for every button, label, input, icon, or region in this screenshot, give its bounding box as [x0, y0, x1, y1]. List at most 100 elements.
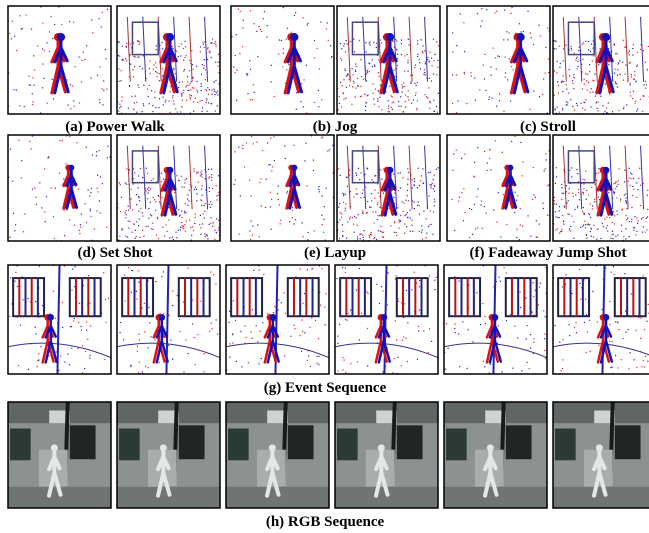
noise-dot: [545, 316, 546, 317]
noise-dot: [460, 13, 461, 14]
noise-dot: [342, 231, 343, 232]
noise-dot: [454, 328, 455, 329]
noise-dot: [147, 367, 148, 368]
noise-dot: [247, 74, 248, 75]
noise-dot: [342, 267, 343, 268]
noise-dot: [193, 101, 194, 102]
noise-dot: [230, 343, 231, 344]
noise-dot: [566, 84, 567, 85]
noise-dot: [506, 224, 507, 225]
noise-dot: [369, 206, 370, 207]
noise-dot: [270, 192, 271, 193]
noise-dot: [341, 48, 342, 49]
noise-dot: [189, 83, 190, 84]
noise-dot: [555, 41, 556, 42]
noise-dot: [236, 70, 237, 71]
event-frame: [8, 135, 112, 241]
noise-dot: [563, 75, 564, 76]
noise-dot: [183, 71, 184, 72]
noise-dot: [620, 200, 621, 201]
noise-dot: [422, 45, 423, 46]
noise-dot: [172, 359, 173, 360]
noise-dot: [122, 59, 123, 60]
noise-dot: [464, 154, 465, 155]
noise-dot: [127, 237, 128, 238]
noise-dot: [218, 194, 219, 195]
noise-dot: [55, 351, 56, 352]
noise-dot: [510, 101, 511, 102]
noise-dot: [361, 76, 362, 77]
noise-dot: [577, 206, 578, 207]
noise-dot: [614, 193, 615, 194]
noise-dot: [136, 102, 137, 103]
noise-dot: [413, 272, 414, 273]
noise-dot: [406, 200, 407, 201]
noise-dot: [554, 197, 555, 198]
event-frame: [447, 6, 551, 114]
noise-dot: [576, 103, 577, 104]
noise-dot: [556, 204, 557, 205]
noise-dot: [615, 321, 616, 322]
noise-dot: [28, 369, 29, 370]
noise-dot: [574, 77, 575, 78]
noise-dot: [606, 108, 607, 109]
caption: (h) RGB Sequence: [266, 514, 385, 530]
noise-dot: [350, 216, 351, 217]
noise-dot: [409, 44, 410, 45]
noise-dot: [67, 354, 68, 355]
noise-dot: [605, 84, 606, 85]
noise-dot: [359, 268, 360, 269]
noise-dot: [367, 168, 368, 169]
noise-dot: [558, 92, 559, 93]
noise-dot: [349, 218, 350, 219]
noise-dot: [170, 339, 171, 340]
noise-dot: [340, 175, 341, 176]
noise-dot: [188, 200, 189, 201]
noise-dot: [459, 366, 460, 367]
noise-dot: [562, 368, 563, 369]
noise-dot: [371, 193, 372, 194]
noise-dot: [173, 103, 174, 104]
noise-dot: [414, 181, 415, 182]
noise-dot: [203, 205, 204, 206]
noise-dot: [280, 223, 281, 224]
noise-dot: [118, 41, 119, 42]
noise-dot: [216, 319, 217, 320]
window: [506, 425, 532, 459]
noise-dot: [128, 206, 129, 207]
noise-dot: [616, 181, 617, 182]
noise-dot: [139, 66, 140, 67]
noise-dot: [631, 74, 632, 75]
noise-dot: [131, 292, 132, 293]
noise-dot: [81, 330, 82, 331]
noise-dot: [403, 111, 404, 112]
noise-dot: [356, 290, 357, 291]
noise-dot: [429, 328, 430, 329]
noise-dot: [184, 211, 185, 212]
noise-dot: [281, 302, 282, 303]
noise-dot: [194, 337, 195, 338]
noise-dot: [496, 106, 497, 107]
noise-dot: [259, 236, 260, 237]
noise-dot: [39, 266, 40, 267]
noise-dot: [302, 331, 303, 332]
noise-dot: [423, 330, 424, 331]
noise-dot: [464, 73, 465, 74]
noise-dot: [414, 67, 415, 68]
noise-dot: [456, 112, 457, 113]
noise-dot: [17, 286, 18, 287]
noise-dot: [349, 85, 350, 86]
noise-dot: [232, 342, 233, 343]
noise-dot: [169, 237, 170, 238]
noise-dot: [136, 194, 137, 195]
noise-dot: [106, 89, 107, 90]
noise-dot: [187, 194, 188, 195]
noise-dot: [380, 226, 381, 227]
noise-dot: [364, 197, 365, 198]
noise-dot: [161, 276, 162, 277]
noise-dot: [284, 292, 285, 293]
noise-dot: [393, 372, 394, 373]
noise-dot: [21, 29, 22, 30]
noise-dot: [294, 328, 295, 329]
noise-dot: [474, 204, 475, 205]
